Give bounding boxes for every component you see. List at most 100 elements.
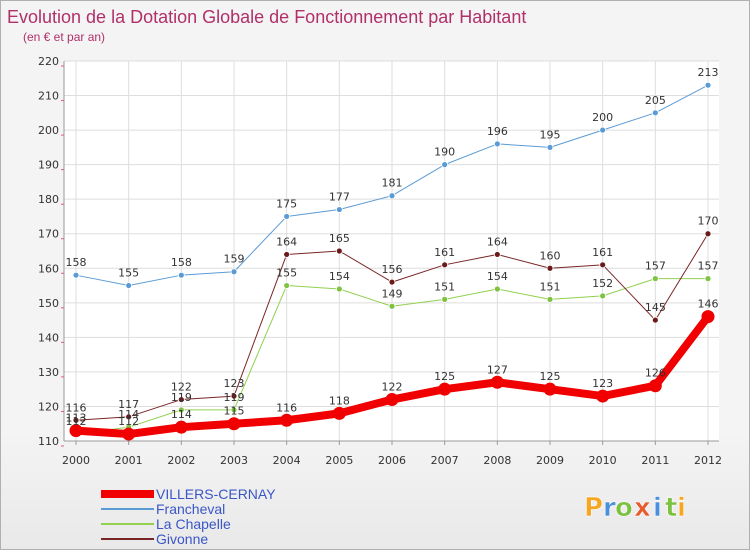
- logo-letter: x: [634, 493, 651, 523]
- data-label: 156: [382, 263, 403, 276]
- data-point: [72, 271, 80, 279]
- data-point: [441, 161, 449, 169]
- data-label: 159: [224, 253, 245, 266]
- data-label: 117: [118, 398, 139, 411]
- data-label: 115: [224, 405, 245, 418]
- data-point: [651, 109, 659, 117]
- data-point: [335, 247, 343, 255]
- data-point: [388, 278, 396, 286]
- data-label: 119: [171, 391, 192, 404]
- y-tick-label: 130: [38, 366, 59, 379]
- x-tick-label: 2009: [536, 454, 564, 467]
- x-tick-label: 2003: [220, 454, 248, 467]
- y-tick-label: 170: [38, 228, 59, 241]
- logo-letter: t: [665, 493, 677, 523]
- data-point: [335, 285, 343, 293]
- data-point: [335, 206, 343, 213]
- data-label: 181: [382, 177, 403, 190]
- data-point: [230, 392, 238, 400]
- data-label: 116: [276, 401, 297, 414]
- data-label: 112: [66, 415, 87, 428]
- data-point: [438, 382, 452, 396]
- series-layer: [69, 81, 715, 441]
- data-point: [546, 295, 554, 303]
- data-point: [280, 413, 294, 427]
- data-label: 157: [698, 260, 719, 273]
- x-tick-label: 2004: [273, 454, 301, 467]
- data-label: 149: [382, 287, 403, 300]
- data-point: [177, 271, 185, 279]
- data-point: [493, 251, 501, 258]
- data-label: 122: [171, 381, 192, 394]
- data-label: 125: [540, 370, 561, 383]
- data-point: [546, 264, 554, 272]
- data-point: [596, 389, 610, 403]
- grid-lines: [64, 60, 719, 442]
- data-label: 164: [487, 235, 508, 248]
- data-label: 195: [540, 128, 561, 141]
- data-point: [388, 192, 396, 200]
- data-point: [701, 310, 715, 324]
- y-tick-label: 190: [38, 159, 59, 172]
- y-tick-label: 180: [38, 193, 59, 206]
- data-point: [283, 251, 291, 258]
- logo-letter: o: [615, 493, 633, 523]
- data-label: 160: [540, 249, 561, 262]
- data-point: [283, 282, 291, 289]
- legend-label: La Chapelle: [156, 516, 231, 532]
- y-tick-label: 120: [38, 400, 59, 413]
- data-point: [651, 275, 659, 283]
- data-point: [122, 427, 136, 441]
- data-label: 205: [645, 94, 666, 107]
- data-point: [125, 282, 133, 289]
- data-label: 119: [224, 391, 245, 404]
- axes: 110 120 130 140 150 160 170 180 190 200 210 220 2000…: [38, 55, 722, 467]
- data-point: [704, 230, 712, 238]
- data-point: [174, 420, 188, 434]
- data-label: 165: [329, 232, 350, 245]
- y-tick-label: 220: [38, 55, 59, 68]
- data-label: 157: [645, 260, 666, 273]
- x-tick-label: 2012: [694, 454, 722, 467]
- data-point: [388, 302, 396, 310]
- y-tick-label: 200: [38, 124, 59, 137]
- data-label: 154: [329, 270, 350, 283]
- data-point: [599, 126, 607, 134]
- data-label: 122: [382, 381, 403, 394]
- data-point: [227, 417, 241, 431]
- data-label: 213: [698, 66, 719, 79]
- data-point: [493, 140, 501, 148]
- x-tick-label: 2005: [325, 454, 353, 467]
- data-point: [283, 213, 291, 220]
- logo-letter: r: [603, 493, 616, 523]
- x-tick-label: 2001: [115, 454, 143, 467]
- data-point: [332, 406, 346, 420]
- data-label: 154: [487, 270, 508, 283]
- data-point: [385, 393, 399, 407]
- data-point: [177, 396, 185, 403]
- x-tick-label: 2008: [483, 454, 511, 467]
- data-label: 196: [487, 125, 508, 138]
- data-point: [177, 406, 185, 414]
- data-point: [441, 261, 449, 269]
- data-point: [599, 261, 607, 269]
- data-label: 158: [171, 256, 192, 269]
- chart-title: Evolution de la Dotation Globale de Fonc…: [7, 7, 526, 27]
- legend-label: Francheval: [156, 501, 225, 517]
- data-label: 170: [698, 215, 719, 228]
- data-point: [69, 424, 83, 438]
- data-point: [490, 375, 504, 389]
- data-label: 164: [276, 235, 297, 248]
- x-tick-label: 2011: [641, 454, 669, 467]
- data-label: 152: [592, 277, 613, 290]
- logo-letter: P: [584, 493, 603, 523]
- data-label: 146: [698, 298, 719, 311]
- y-tick-label: 140: [38, 331, 59, 344]
- data-label: 116: [66, 401, 87, 414]
- data-label: 161: [592, 246, 613, 259]
- x-tick-label: 2007: [431, 454, 459, 467]
- y-tick-label: 160: [38, 262, 59, 275]
